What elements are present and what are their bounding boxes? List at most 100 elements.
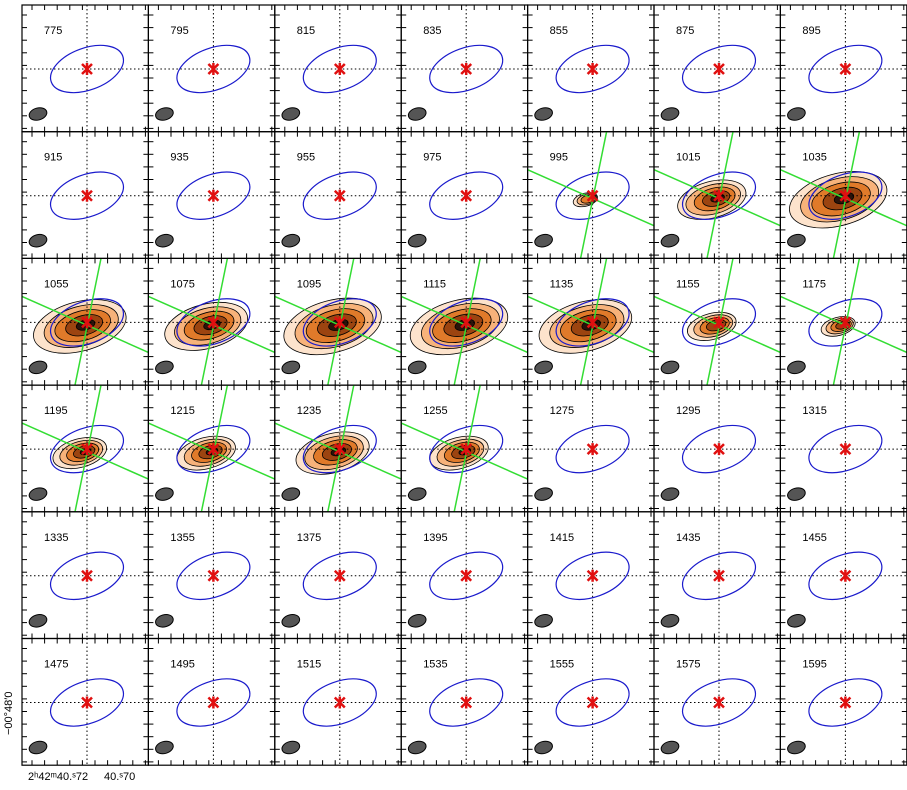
beam [281, 106, 301, 122]
panel: 1095 [275, 258, 401, 385]
panel: 935 [148, 132, 274, 259]
beam [28, 739, 48, 755]
panel: 1215 [148, 385, 274, 512]
panel: 855 [528, 5, 654, 132]
beam [533, 359, 553, 375]
channel-velocity: 1195 [44, 405, 68, 417]
panel: 1235 [275, 385, 401, 512]
channel-velocity: 1135 [550, 278, 574, 290]
channel-velocity: 1095 [297, 278, 321, 290]
channel-velocity: 1475 [44, 659, 68, 671]
channel-velocity: 1315 [802, 405, 826, 417]
channel-velocity: 1355 [170, 532, 194, 544]
channel-velocity: 915 [44, 152, 62, 164]
panel: 1055 [22, 258, 148, 385]
beam [533, 106, 553, 122]
beam [154, 486, 174, 502]
channel-velocity: 1415 [550, 532, 574, 544]
panel: 1415 [528, 512, 654, 639]
panel: 1275 [528, 385, 654, 512]
channel-velocity: 1275 [550, 405, 574, 417]
channel-velocity: 1435 [676, 532, 700, 544]
channel-velocity: 1215 [170, 405, 194, 417]
channel-velocity: 1455 [802, 532, 826, 544]
panel: 1015 [654, 132, 780, 259]
panel: 975 [401, 132, 527, 259]
panel: 1075 [148, 258, 274, 385]
channel-velocity: 1055 [44, 278, 68, 290]
x-axis-label: 40.ˢ70 [104, 771, 135, 783]
panel: 1355 [148, 512, 274, 639]
beam [28, 486, 48, 502]
panel: 1375 [275, 512, 401, 639]
channel-velocity: 1155 [676, 278, 700, 290]
beam [660, 739, 680, 755]
beam [660, 359, 680, 375]
beam [533, 486, 553, 502]
channel-velocity: 975 [423, 152, 441, 164]
channel-velocity: 1015 [676, 152, 700, 164]
beam [281, 613, 301, 629]
beam [407, 233, 427, 249]
panel: 1035 [780, 132, 906, 259]
panel: 1555 [528, 639, 654, 766]
beam [154, 739, 174, 755]
panel: 995 [528, 132, 654, 259]
beam [660, 233, 680, 249]
channel-velocity: 855 [550, 25, 568, 37]
beam [533, 739, 553, 755]
beam [281, 739, 301, 755]
panel: 915 [22, 132, 148, 259]
panel: 1495 [148, 639, 274, 766]
channel-velocity: 1115 [423, 278, 446, 290]
beam [786, 233, 806, 249]
channel-velocity: 1075 [170, 278, 194, 290]
channel-velocity: 875 [676, 25, 694, 37]
panel: 1435 [654, 512, 780, 639]
panel: 1255 [401, 385, 527, 512]
beam [660, 106, 680, 122]
panel: 1455 [780, 512, 906, 639]
beam [786, 739, 806, 755]
channel-velocity: 955 [297, 152, 315, 164]
channel-velocity: 1495 [170, 659, 194, 671]
beam [281, 486, 301, 502]
beam [786, 106, 806, 122]
panel: 1135 [528, 258, 654, 385]
channel-velocity: 835 [423, 25, 441, 37]
beam [407, 613, 427, 629]
channel-velocity: 1335 [44, 532, 68, 544]
panel: 955 [275, 132, 401, 259]
beam [154, 359, 174, 375]
beam [407, 486, 427, 502]
panel: 875 [654, 5, 780, 132]
beam [281, 359, 301, 375]
channel-velocity: 795 [170, 25, 188, 37]
beam [154, 613, 174, 629]
beam [154, 106, 174, 122]
beam [660, 486, 680, 502]
panel: 775 [22, 5, 148, 132]
beam [407, 739, 427, 755]
beam [28, 233, 48, 249]
beam [281, 233, 301, 249]
channel-velocity: 815 [297, 25, 315, 37]
channel-velocity: 895 [802, 25, 820, 37]
beam [28, 106, 48, 122]
panel: 1315 [780, 385, 906, 512]
channel-velocity: 1555 [550, 659, 574, 671]
panel: 795 [148, 5, 274, 132]
panel: 835 [401, 5, 527, 132]
beam [660, 613, 680, 629]
channel-velocity: 935 [170, 152, 188, 164]
beam [786, 613, 806, 629]
beam [533, 233, 553, 249]
beam [786, 486, 806, 502]
beam [28, 359, 48, 375]
panel: 1115 [401, 258, 527, 385]
panel: 1175 [780, 258, 906, 385]
channel-velocity: 1175 [802, 278, 826, 290]
channel-velocity: 1235 [297, 405, 321, 417]
channel-velocity: 1295 [676, 405, 700, 417]
channel-velocity: 1535 [423, 659, 447, 671]
